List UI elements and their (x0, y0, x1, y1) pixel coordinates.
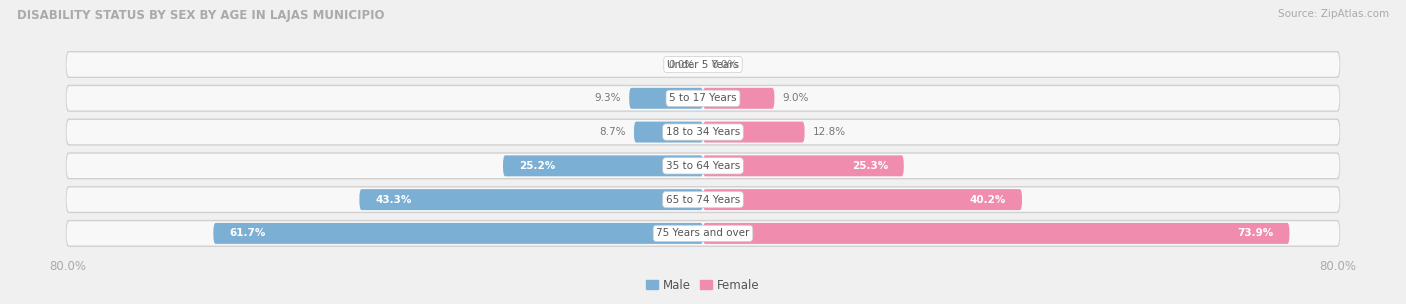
FancyBboxPatch shape (703, 223, 1289, 244)
FancyBboxPatch shape (634, 122, 703, 143)
Text: Source: ZipAtlas.com: Source: ZipAtlas.com (1278, 9, 1389, 19)
Text: 40.2%: 40.2% (970, 195, 1007, 205)
Text: 18 to 34 Years: 18 to 34 Years (666, 127, 740, 137)
Text: 9.0%: 9.0% (782, 93, 808, 103)
FancyBboxPatch shape (66, 51, 1340, 78)
FancyBboxPatch shape (360, 189, 703, 210)
Text: 0.0%: 0.0% (711, 60, 737, 70)
Text: 61.7%: 61.7% (229, 228, 266, 238)
Text: 73.9%: 73.9% (1237, 228, 1274, 238)
Text: 9.3%: 9.3% (595, 93, 621, 103)
FancyBboxPatch shape (703, 155, 904, 176)
Text: 0.0%: 0.0% (669, 60, 695, 70)
Text: 43.3%: 43.3% (375, 195, 412, 205)
Text: 12.8%: 12.8% (813, 127, 845, 137)
Text: 35 to 64 Years: 35 to 64 Years (666, 161, 740, 171)
FancyBboxPatch shape (66, 154, 1340, 178)
Text: 25.3%: 25.3% (852, 161, 889, 171)
Legend: Male, Female: Male, Female (641, 274, 765, 296)
FancyBboxPatch shape (703, 88, 775, 109)
FancyBboxPatch shape (66, 188, 1340, 212)
FancyBboxPatch shape (66, 85, 1340, 112)
Text: 5 to 17 Years: 5 to 17 Years (669, 93, 737, 103)
Text: Under 5 Years: Under 5 Years (666, 60, 740, 70)
FancyBboxPatch shape (630, 88, 703, 109)
Text: 75 Years and over: 75 Years and over (657, 228, 749, 238)
FancyBboxPatch shape (66, 221, 1340, 246)
FancyBboxPatch shape (703, 122, 804, 143)
FancyBboxPatch shape (66, 220, 1340, 247)
FancyBboxPatch shape (66, 52, 1340, 77)
FancyBboxPatch shape (66, 120, 1340, 144)
FancyBboxPatch shape (703, 189, 1022, 210)
FancyBboxPatch shape (66, 152, 1340, 179)
FancyBboxPatch shape (503, 155, 703, 176)
Text: 25.2%: 25.2% (519, 161, 555, 171)
FancyBboxPatch shape (66, 86, 1340, 110)
Text: DISABILITY STATUS BY SEX BY AGE IN LAJAS MUNICIPIO: DISABILITY STATUS BY SEX BY AGE IN LAJAS… (17, 9, 384, 22)
Text: 8.7%: 8.7% (599, 127, 626, 137)
FancyBboxPatch shape (214, 223, 703, 244)
Text: 65 to 74 Years: 65 to 74 Years (666, 195, 740, 205)
FancyBboxPatch shape (66, 119, 1340, 146)
FancyBboxPatch shape (66, 186, 1340, 213)
